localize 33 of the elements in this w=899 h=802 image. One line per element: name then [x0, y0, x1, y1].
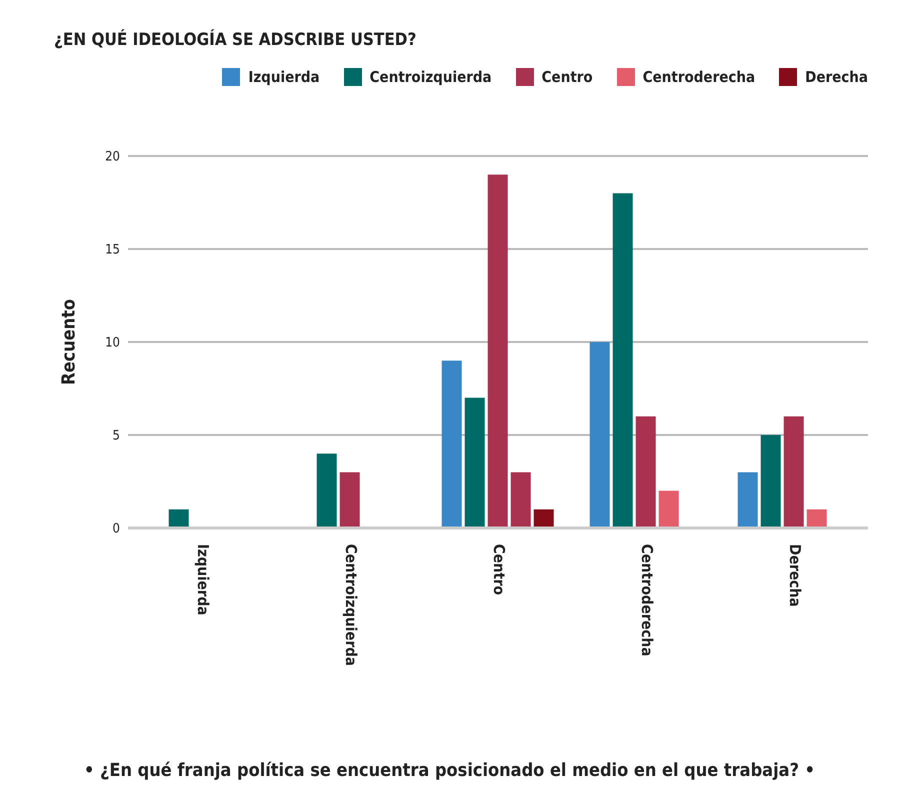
- x-tick-label: Derecha: [786, 544, 804, 607]
- y-tick-label: 5: [112, 428, 120, 444]
- text: • ¿En qué franja política se encuentra posicionado el medio en el que trabaja? •: [83, 760, 816, 781]
- legend-label: Centroizquierda: [370, 68, 492, 86]
- x-tick-label: Centroizquierda: [342, 544, 360, 666]
- chart-title: ¿EN QUÉ IDEOLOGÍA SE ADSCRIBE USTED?: [54, 30, 416, 50]
- legend-label: Centro: [542, 68, 593, 86]
- bar: [340, 472, 360, 528]
- bar: [464, 398, 485, 528]
- bar: [316, 454, 337, 528]
- bar: [760, 435, 781, 528]
- bar: [658, 490, 679, 528]
- y-tick-label: 0: [112, 522, 120, 537]
- bar: [806, 509, 827, 528]
- legend-label: Centroderecha: [642, 68, 756, 86]
- x-tick-label: Izquierda: [194, 544, 212, 616]
- bar: [784, 416, 804, 528]
- x-tick-label: Centro: [490, 544, 508, 596]
- bar: [612, 193, 633, 528]
- bar: [534, 509, 554, 528]
- y-tick-label: 15: [105, 242, 120, 258]
- legend-label: Izquierda: [248, 68, 320, 86]
- bar: [738, 472, 758, 528]
- bar: [590, 342, 610, 528]
- y-tick-label: 20: [105, 150, 120, 165]
- y-tick-label: 10: [105, 336, 120, 351]
- bar: [636, 416, 656, 528]
- x-tick-label: Centroderecha: [638, 544, 656, 656]
- legend-label: Derecha: [805, 68, 868, 86]
- bar: [442, 360, 462, 528]
- bar: [168, 509, 189, 528]
- bar: [488, 174, 508, 528]
- y-axis-title: Recuento: [58, 299, 80, 385]
